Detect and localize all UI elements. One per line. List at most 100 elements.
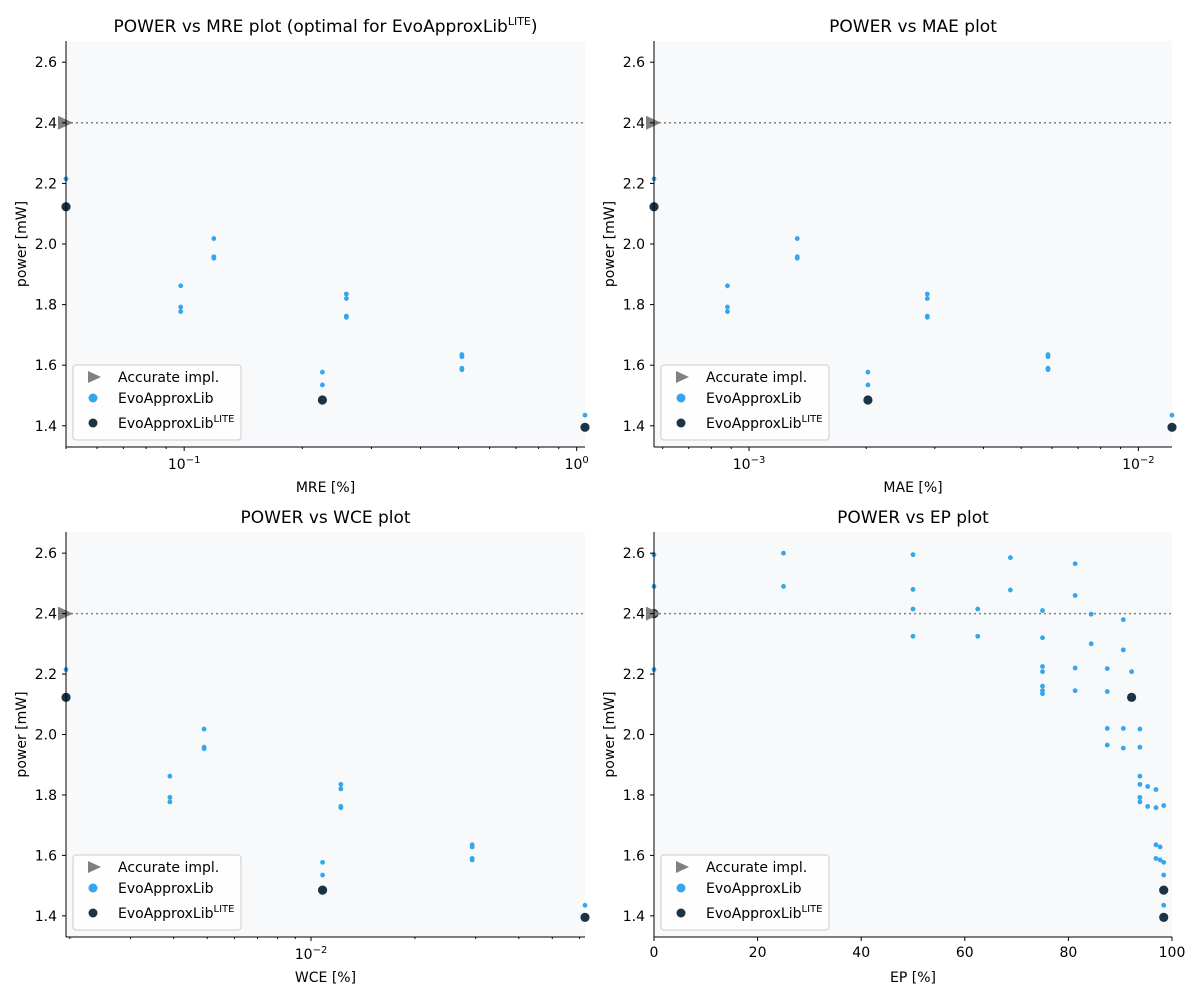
mae-y-tick-label: 1.8 — [623, 298, 645, 314]
ep-evo-point — [1072, 665, 1078, 671]
ep-y-label: power [mW] — [602, 691, 618, 777]
ep-evo-point — [910, 633, 916, 639]
ep-x-tick-label: 80 — [1059, 945, 1077, 961]
ep-legend-lite-marker — [676, 908, 686, 918]
ep-legend-box — [660, 854, 830, 931]
wce-legend-evo-label: EvoApproxLib — [118, 881, 214, 897]
ep-evo-point — [1137, 799, 1143, 805]
mae-legend-box — [660, 364, 830, 441]
mre-evo-point — [343, 291, 349, 297]
mre-title-suffix: ) — [531, 17, 538, 37]
ep-legend-lite-sup: LITE — [802, 904, 823, 915]
ep-evo-point — [1137, 794, 1143, 800]
mae-legend-lite-label: EvoApproxLibLITE — [706, 414, 822, 432]
mre-legend-accurate-label: Accurate impl. — [118, 370, 219, 386]
wce-evo-point — [167, 794, 173, 800]
ep-legend-evo-label: EvoApproxLib — [706, 881, 802, 897]
wce-evo-point — [167, 773, 173, 779]
mre-y-tick-label: 1.4 — [35, 419, 57, 435]
ep-legend-accurate-marker — [676, 861, 689, 873]
mae-evo-point — [1045, 354, 1051, 360]
ep-evo-point — [1153, 787, 1159, 792]
ep-evo-point — [1145, 804, 1151, 809]
ep-evo-point — [1120, 647, 1126, 653]
ep-legend: Accurate impl. EvoApproxLib EvoApproxLibLI… — [660, 854, 830, 931]
mae-evo-point — [924, 314, 930, 320]
mre-y-tick-label: 1.6 — [35, 358, 57, 374]
mae-lite-point — [863, 395, 873, 405]
ep-y-tick-label: 2.0 — [623, 728, 645, 744]
wce-title: POWER vs WCE plot — [240, 508, 410, 528]
mre-evo-point — [178, 309, 184, 314]
wce-x-tick-label: 10−2 — [295, 945, 328, 963]
wce-y-tick-label: 1.6 — [35, 848, 57, 864]
wce-y-tick-label: 1.8 — [35, 788, 57, 804]
ep-lite-point — [1159, 885, 1169, 895]
ep-evo-point — [1129, 669, 1134, 675]
mre-legend-evo-marker — [88, 393, 98, 403]
ep-title: POWER vs EP plot — [837, 508, 989, 528]
mae-x-tick-label: 10−2 — [1122, 455, 1155, 473]
ep-evo-point — [1040, 608, 1045, 613]
ep-evo-point — [1040, 664, 1045, 669]
ep-evo-point — [1157, 844, 1163, 850]
ep-evo-point — [1040, 683, 1045, 689]
mae-legend-accurate-label: Accurate impl. — [706, 370, 807, 386]
ep-evo-point — [1145, 784, 1151, 789]
wce-legend-lite-text: EvoApproxLib — [118, 906, 214, 922]
mre-x-tick-base: 10 — [565, 457, 583, 473]
ep-evo-point — [1072, 593, 1078, 598]
wce-y-tick-label: 2.6 — [35, 546, 57, 562]
ep-y-tick-label: 1.8 — [623, 788, 645, 804]
mre-evo-point — [211, 255, 217, 261]
mre-legend: Accurate impl.EvoApproxLibEvoApproxLibLI… — [72, 364, 242, 441]
ep-evo-point — [1072, 688, 1078, 694]
mae-legend-evo-marker — [676, 393, 686, 403]
wce-legend-lite-marker — [88, 908, 98, 918]
mae-x-tick-label: 10−3 — [733, 455, 766, 473]
mre-lite-point — [317, 395, 328, 405]
ep-x-tick-label: 100 — [1159, 945, 1186, 961]
mae-x-tick-base: 10 — [1122, 457, 1140, 473]
ep-evo-point — [1153, 842, 1159, 848]
mre-evo-point — [320, 369, 325, 375]
mae-evo-point — [1045, 367, 1051, 373]
ep-evo-point — [1088, 641, 1094, 647]
mre-x-label: MRE [%] — [296, 480, 355, 496]
mae-legend-lite-text: EvoApproxLib — [706, 416, 802, 432]
ep-evo-point — [1120, 617, 1126, 623]
ep-evo-point — [1161, 872, 1167, 878]
wce-y-tick-label: 2.2 — [35, 667, 57, 683]
wce-evo-point — [338, 781, 344, 787]
wce-evo-point — [167, 799, 173, 805]
mae-y-tick-label: 2.6 — [623, 55, 645, 71]
wce-legend-accurate-label: Accurate impl. — [118, 860, 219, 876]
ep-legend-lite-text: EvoApproxLib — [706, 906, 802, 922]
ep-evo-point — [1104, 666, 1110, 672]
wce-y-tick-label: 1.4 — [35, 909, 57, 925]
mre-data-layer — [61, 176, 590, 432]
mre-evo-point — [582, 412, 588, 418]
mre-y-tick-label: 2.6 — [35, 55, 57, 71]
ep-evo-point — [1104, 726, 1110, 731]
wce-y-tick-label: 2.4 — [35, 607, 57, 623]
mae-y-tick-label: 1.4 — [623, 419, 645, 435]
mae-y-tick-label: 2.2 — [623, 176, 645, 192]
wce-evo-point — [201, 726, 207, 732]
ep-evo-point — [1104, 689, 1110, 694]
mre-x-tick-base: 10 — [168, 457, 186, 473]
ep-evo-point — [1072, 561, 1078, 567]
ep-evo-point — [1120, 745, 1126, 751]
wce-legend: Accurate impl.EvoApproxLibEvoApproxLibLI… — [72, 854, 242, 931]
mre-lite-point — [580, 422, 590, 432]
mre-legend-lite-label: EvoApproxLibLITE — [118, 414, 234, 432]
ep-y-tick-label: 2.4 — [623, 607, 645, 623]
mae-y-tick-label: 1.6 — [623, 358, 645, 374]
wce-lite-point — [317, 885, 328, 895]
wce-y-label: power [mW] — [14, 691, 30, 777]
wce-legend-accurate-marker — [88, 861, 101, 873]
mre-legend-accurate-marker — [88, 371, 101, 383]
wce-evo-point — [338, 786, 344, 792]
ep-legend-accurate-label: Accurate impl. — [706, 860, 807, 876]
